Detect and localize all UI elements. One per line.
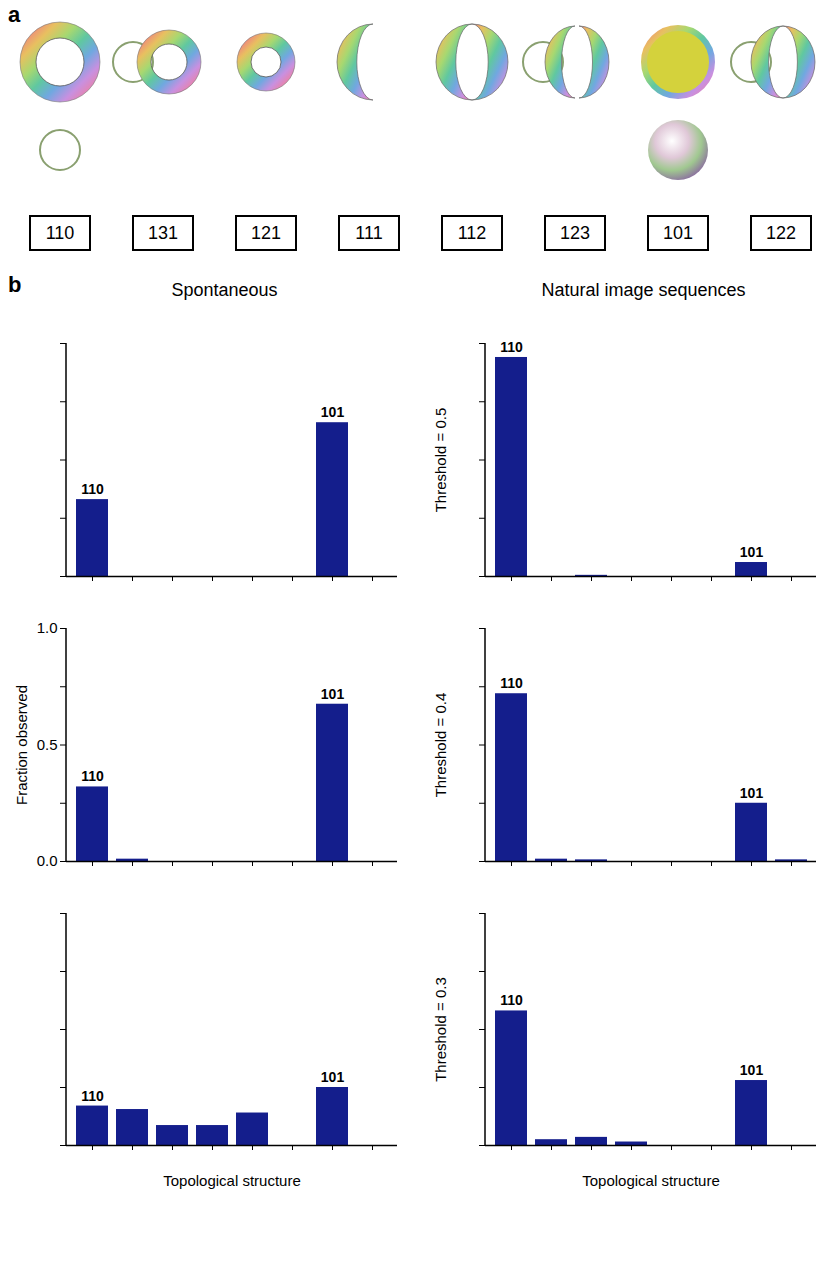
svg-text:111: 111: [355, 223, 382, 243]
svg-text:a: a: [8, 2, 21, 27]
svg-text:0.5: 0.5: [37, 736, 58, 753]
svg-text:1.0: 1.0: [37, 619, 58, 636]
svg-text:131: 131: [148, 223, 178, 243]
svg-text:Topological structure: Topological structure: [163, 1172, 301, 1189]
svg-text:101: 101: [321, 686, 345, 702]
svg-text:0.0: 0.0: [37, 852, 58, 869]
svg-text:110: 110: [81, 1088, 104, 1104]
svg-text:Threshold = 0.4: Threshold = 0.4: [432, 693, 449, 798]
svg-text:101: 101: [321, 404, 345, 420]
svg-text:101: 101: [663, 223, 693, 243]
svg-text:Topological structure: Topological structure: [582, 1172, 720, 1189]
html-text:Natural image sequences: Natural image sequences: [541, 280, 746, 300]
svg-text:101: 101: [321, 1069, 345, 1085]
svg-text:110: 110: [500, 339, 523, 355]
svg-text:110: 110: [81, 481, 104, 497]
html-text:Spontaneous: Spontaneous: [171, 280, 278, 300]
svg-text:Fraction observed: Fraction observed: [13, 685, 30, 805]
svg-text:110: 110: [500, 992, 523, 1008]
html-text:b: b: [8, 272, 22, 297]
svg-text:110: 110: [500, 675, 523, 691]
svg-text:121: 121: [251, 223, 281, 243]
svg-text:Threshold = 0.3: Threshold = 0.3: [432, 977, 449, 1082]
svg-text:122: 122: [766, 223, 796, 243]
svg-text:101: 101: [740, 1062, 764, 1078]
svg-text:Threshold = 0.5: Threshold = 0.5: [432, 408, 449, 513]
svg-text:112: 112: [458, 223, 487, 243]
svg-text:110: 110: [81, 768, 104, 784]
svg-text:101: 101: [740, 544, 764, 560]
svg-text:110: 110: [46, 223, 75, 243]
svg-text:123: 123: [560, 223, 590, 243]
svg-text:101: 101: [740, 785, 764, 801]
